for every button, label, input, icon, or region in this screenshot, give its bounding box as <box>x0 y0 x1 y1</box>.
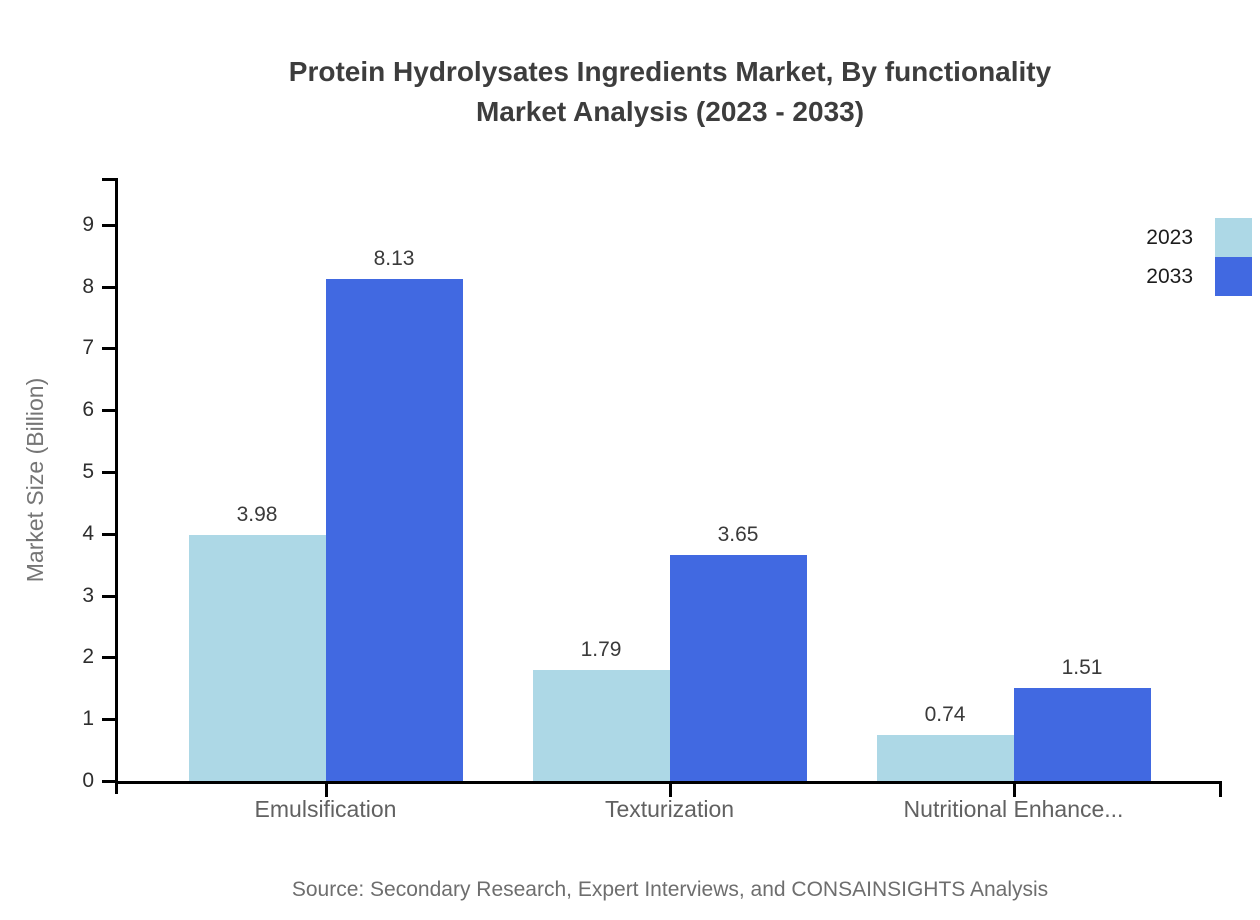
y-axis-tick-label: 1 <box>82 707 94 731</box>
bar-2033-nutritional-enhance- <box>1013 687 1151 781</box>
y-axis-tick <box>102 532 115 536</box>
bar-2033-texturization <box>669 555 807 781</box>
y-axis-tick-label: 7 <box>82 336 94 360</box>
y-axis-tick-label: 2 <box>82 645 94 669</box>
y-axis-tick <box>102 223 115 227</box>
y-axis-tick-label: 8 <box>82 274 94 298</box>
x-axis-category-label: Nutritional Enhance... <box>903 796 1124 822</box>
x-axis-tick <box>324 784 328 797</box>
y-axis-tick <box>102 594 115 598</box>
bar-2023-texturization <box>532 670 670 781</box>
y-axis-tick-label: 6 <box>82 398 94 422</box>
chart-title: Protein Hydrolysates Ingredients Market,… <box>80 52 1260 132</box>
y-axis-end-tick <box>102 178 115 181</box>
y-axis-tick <box>102 656 115 660</box>
chart-title-line2: Market Analysis (2023 - 2033) <box>475 96 865 127</box>
y-axis-tick <box>102 285 115 289</box>
y-axis-tick-label: 5 <box>82 460 94 483</box>
y-axis-tick-label: 9 <box>82 212 94 236</box>
bar-value-label: 3.65 <box>717 523 759 547</box>
bar-2023-emulsification <box>188 535 326 781</box>
legend-swatch <box>1215 218 1252 257</box>
y-axis-tick <box>102 471 115 474</box>
bar-value-label: 3.98 <box>236 503 278 527</box>
x-axis-line <box>115 781 1222 784</box>
bar-2023-nutritional-enhance- <box>876 735 1014 781</box>
x-axis-end-tick <box>1219 781 1222 797</box>
legend: 2023 2033 <box>1100 218 1252 296</box>
bar-value-label: 8.13 <box>373 246 415 270</box>
x-axis-tick <box>668 784 672 797</box>
y-axis-line <box>115 178 118 794</box>
y-axis-tick <box>102 409 115 413</box>
legend-item-2033: 2033 <box>1100 257 1252 296</box>
chart-title-line1: Protein Hydrolysates Ingredients Market,… <box>288 56 1052 87</box>
y-axis-tick-label: 0 <box>82 769 94 792</box>
legend-swatch <box>1215 257 1252 296</box>
x-axis-category-label: Texturization <box>604 796 735 822</box>
y-axis-tick <box>102 718 115 722</box>
source-note: Source: Secondary Research, Expert Inter… <box>291 878 1049 901</box>
bar-value-label: 1.79 <box>580 638 622 662</box>
x-axis-category-label: Emulsification <box>254 796 397 822</box>
x-axis-tick <box>1012 784 1016 797</box>
bar-2033-emulsification <box>325 278 463 781</box>
y-axis-tick <box>102 780 115 783</box>
bar-value-label: 0.74 <box>924 703 966 727</box>
legend-label: 2033 <box>1146 264 1193 288</box>
y-axis-tick-label: 4 <box>82 521 94 545</box>
legend-item-2023: 2023 <box>1100 218 1252 257</box>
y-axis-tick <box>102 347 115 351</box>
legend-label: 2023 <box>1146 225 1193 249</box>
bar-value-label: 1.51 <box>1061 655 1103 679</box>
y-axis-tick-label: 3 <box>82 583 94 607</box>
